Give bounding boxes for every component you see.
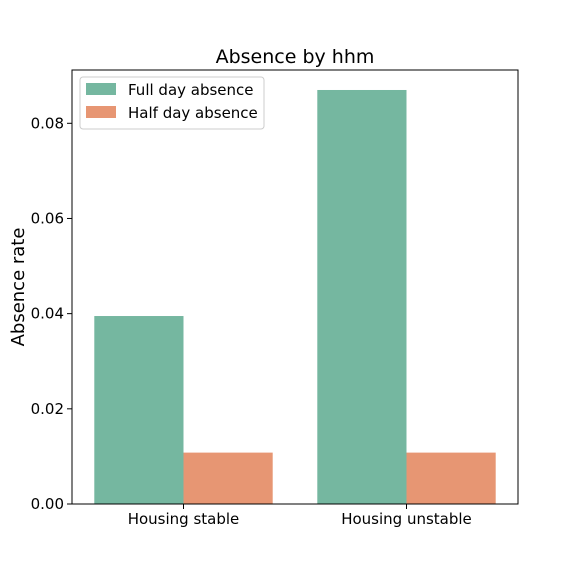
bar-half-day-unstable bbox=[406, 452, 496, 504]
x-axis-ticks: Housing stable Housing unstable bbox=[128, 504, 472, 528]
y-tick-label: 0.06 bbox=[31, 209, 64, 227]
legend-label: Full day absence bbox=[128, 81, 254, 99]
y-tick-label: 0.08 bbox=[31, 114, 64, 132]
legend-swatch bbox=[86, 83, 116, 95]
legend-box bbox=[79, 76, 265, 130]
chart-title: Absence by hhm bbox=[216, 46, 375, 68]
y-axis-label: Absence rate bbox=[8, 228, 29, 347]
bar-full-day-stable bbox=[94, 316, 184, 504]
bar-full-day-unstable bbox=[317, 89, 407, 504]
legend: Full day absence Half day absence bbox=[79, 76, 265, 130]
y-axis-ticks: 0.00 0.02 0.04 0.06 0.08 bbox=[31, 114, 72, 513]
y-tick-label: 0.04 bbox=[31, 305, 64, 323]
plot-frame bbox=[71, 69, 519, 505]
legend-label: Half day absence bbox=[128, 104, 258, 122]
x-tick-label: Housing stable bbox=[128, 510, 240, 528]
y-tick-label: 0.02 bbox=[31, 400, 64, 418]
bars-group bbox=[94, 89, 496, 504]
bar-half-day-stable bbox=[183, 452, 273, 504]
legend-swatch bbox=[86, 106, 116, 118]
y-tick-label: 0.00 bbox=[31, 495, 64, 513]
x-tick-label: Housing unstable bbox=[341, 510, 472, 528]
